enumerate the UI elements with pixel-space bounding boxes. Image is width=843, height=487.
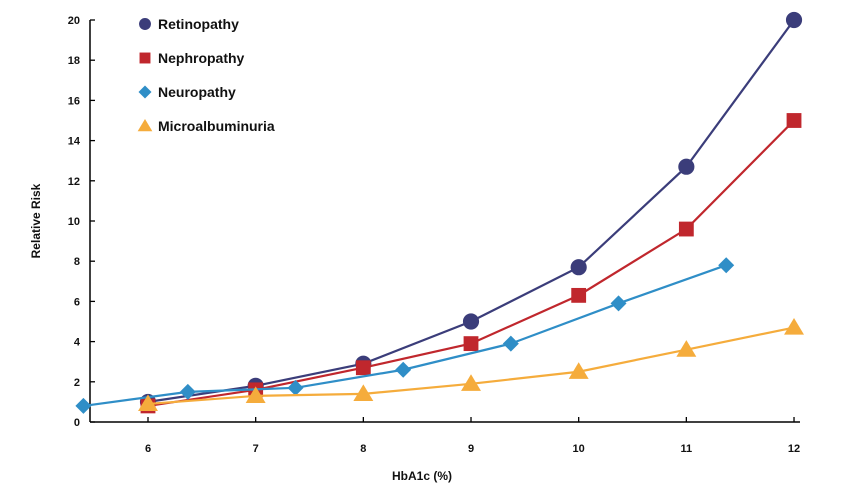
x-tick-label: 11 <box>681 443 693 455</box>
legend-label-retinopathy: Retinopathy <box>158 16 239 32</box>
legend-label-nephropathy: Nephropathy <box>158 50 245 66</box>
neuropathy-point <box>75 397 92 414</box>
nephropathy-point <box>355 360 371 376</box>
microalbuminuria-point <box>568 362 589 379</box>
axis-ticks: 0 2 4 6 8 10 12 14 16 18 20 6 7 8 9 10 11 12 <box>68 15 800 455</box>
microalbuminuria-point <box>245 386 266 403</box>
neuropathy-line <box>83 264 727 408</box>
legend-item-retinopathy: Retinopathy <box>139 16 239 32</box>
microalbuminuria-point <box>461 374 481 391</box>
neuropathy-point <box>395 361 412 378</box>
nephropathy-point <box>571 287 587 303</box>
legend-label-neuropathy: Neuropathy <box>158 84 236 100</box>
y-tick-label: 6 <box>74 296 80 308</box>
series-nephropathy <box>140 113 802 414</box>
legend-label-microalbuminuria: Microalbuminuria <box>158 118 275 134</box>
microalbuminuria-point <box>784 318 804 335</box>
y-tick-label: 14 <box>68 136 81 148</box>
neuropathy-point <box>610 295 627 312</box>
nephropathy-point <box>463 336 479 352</box>
legend-marker-microalbuminuria <box>137 119 153 132</box>
retinopathy-point <box>678 158 695 175</box>
x-tick-label: 7 <box>253 443 259 455</box>
series-layer <box>75 11 804 414</box>
x-tick-label: 8 <box>360 443 366 455</box>
microalbuminuria-point <box>353 384 374 401</box>
retinopathy-point <box>462 313 480 330</box>
y-axis-title: Relative Risk <box>29 183 43 258</box>
y-tick-label: 8 <box>74 256 80 268</box>
legend-marker-retinopathy <box>139 18 151 30</box>
y-tick-label: 0 <box>74 417 80 429</box>
x-tick-label: 12 <box>788 443 800 455</box>
neuropathy-point <box>502 335 519 352</box>
neuropathy-point <box>179 383 196 400</box>
x-axis-title: HbA1c (%) <box>392 469 452 483</box>
nephropathy-point <box>678 221 694 237</box>
microalbuminuria-point <box>138 394 158 412</box>
legend-marker-nephropathy <box>139 52 151 64</box>
neuropathy-point <box>287 379 304 396</box>
y-tick-label: 4 <box>74 337 81 349</box>
nephropathy-line <box>147 119 795 408</box>
y-tick-label: 12 <box>68 176 80 188</box>
y-tick-label: 20 <box>68 15 80 27</box>
legend-marker-neuropathy <box>138 85 152 99</box>
microalbuminuria-point <box>676 340 697 357</box>
y-tick-label: 2 <box>74 377 80 389</box>
x-tick-label: 6 <box>145 443 151 455</box>
series-neuropathy <box>75 257 735 414</box>
y-tick-label: 10 <box>68 216 80 228</box>
y-tick-label: 16 <box>68 95 80 107</box>
x-tick-label: 10 <box>573 443 585 455</box>
retinopathy-point <box>570 259 587 276</box>
retinopathy-point <box>785 11 803 29</box>
nephropathy-point <box>786 113 802 128</box>
y-tick-label: 18 <box>68 55 80 67</box>
legend-item-neuropathy: Neuropathy <box>138 84 236 100</box>
x-tick-label: 9 <box>468 443 474 455</box>
legend-item-microalbuminuria: Microalbuminuria <box>137 118 275 134</box>
legend: Retinopathy Nephropathy Neuropathy Microalb… <box>137 16 275 134</box>
series-microalbuminuria <box>138 318 804 412</box>
neuropathy-point <box>718 257 735 274</box>
legend-item-nephropathy: Nephropathy <box>139 50 245 66</box>
